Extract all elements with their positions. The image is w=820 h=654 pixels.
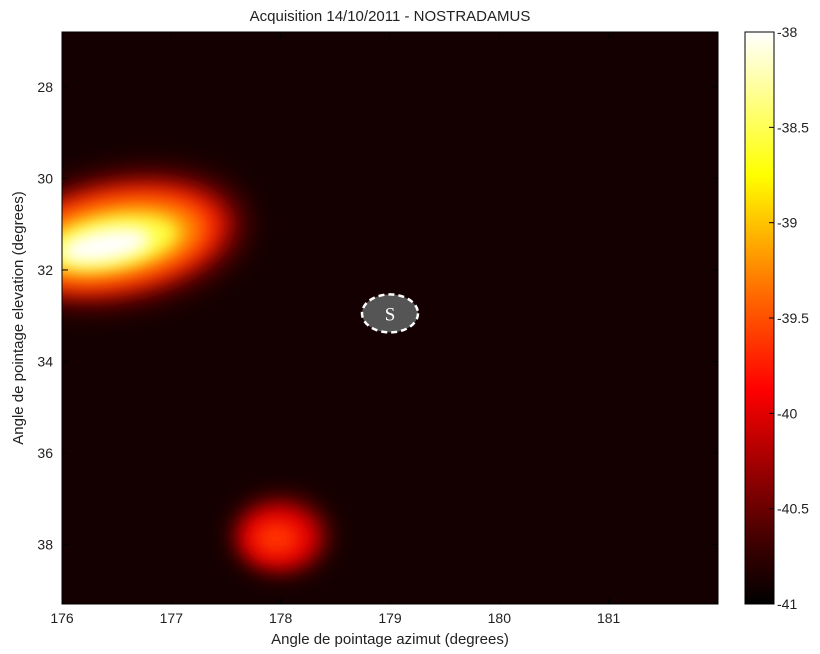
source-marker: S: [360, 293, 420, 334]
x-axis-label: Angle de pointage azimut (degrees): [271, 631, 509, 648]
colorbar-tick-label: -38.5: [777, 119, 809, 135]
hotspot: [230, 495, 331, 576]
x-tick-label: 179: [378, 610, 402, 626]
colorbar-tick-label: -40: [777, 405, 797, 421]
source-marker-ellipse: [360, 293, 420, 334]
y-tick-label: 28: [37, 79, 53, 95]
x-tick-label: 178: [269, 610, 293, 626]
y-tick-label: 36: [37, 445, 53, 461]
y-axis: 28 30 32 34 36 38: [37, 79, 718, 553]
x-tick-label: 181: [597, 610, 621, 626]
colorbar-tick-label: -40.5: [777, 501, 809, 517]
y-axis-label: Angle de pointage elevation (degrees): [10, 191, 27, 445]
x-tick-label: 180: [488, 610, 512, 626]
y-tick-label: 32: [37, 262, 53, 278]
chart-title: Acquisition 14/10/2011 - NOSTRADAMUS: [250, 8, 531, 25]
colorbar-axis: -38 -38.5 -39 -39.5 -40 -40.5 -41: [769, 24, 809, 612]
x-tick-label: 177: [160, 610, 184, 626]
y-tick-label: 34: [37, 353, 53, 369]
colorbar-tick-label: -41: [777, 596, 797, 612]
colorbar-tick-label: -38: [777, 24, 797, 40]
x-axis: 176 177 178 179 180 181: [50, 32, 621, 626]
source-marker-label: S: [385, 304, 396, 325]
colorbar-tick-label: -39: [777, 215, 797, 231]
x-tick-label: 176: [50, 610, 74, 626]
colorbar-tick-label: -39.5: [777, 310, 809, 326]
y-tick-label: 38: [37, 537, 53, 553]
y-tick-label: 30: [37, 170, 53, 186]
